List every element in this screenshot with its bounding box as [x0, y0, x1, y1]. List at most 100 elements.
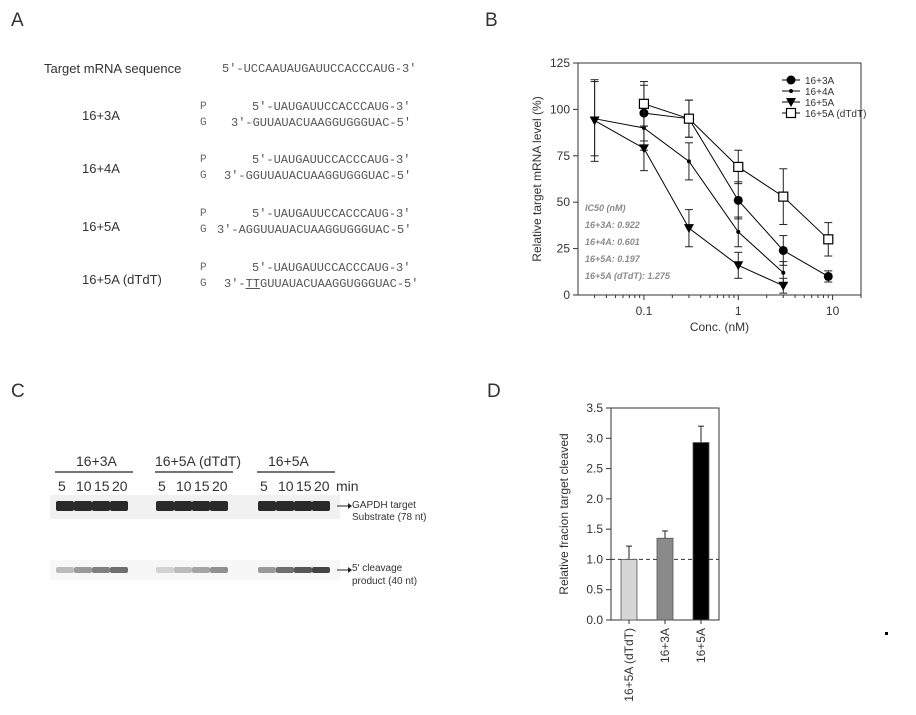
- gel-background: [50, 560, 340, 580]
- gel-group-label: 16+3A: [76, 453, 117, 469]
- data-point: [736, 229, 741, 234]
- product-band: [294, 567, 312, 573]
- y-tick-label: 125: [550, 56, 570, 70]
- x-tick-label: 16+5A: [694, 628, 708, 663]
- guide-sequence: 3′-GGUUAUACUAAGGUGGGUAC-5′: [224, 169, 412, 183]
- y-tick-label: 75: [557, 149, 571, 163]
- panel-b-letter: B: [485, 10, 498, 31]
- y-tick-label: 0: [563, 288, 570, 302]
- duplex-name: 16+3A: [82, 108, 120, 123]
- lane-time-label: 10: [176, 478, 192, 494]
- product-band: [312, 567, 330, 573]
- guide-strand-label: G: [200, 224, 207, 236]
- guide-sequence: 3′-GUUAUACUAAGGUGGGUAC-5′: [231, 116, 412, 130]
- y-tick-label: 3.0: [586, 431, 603, 445]
- product-band: [210, 567, 228, 573]
- data-point: [778, 281, 789, 291]
- ic50-annotation: IC50 (nM) 16+3A: 0.922 16+4A: 0.601 16+5…: [585, 200, 670, 285]
- x-tick-label: 0.1: [636, 304, 653, 318]
- guide-sequence: 3′-TTGUUAUACUAAGGUGGGUAC-5′: [224, 277, 418, 291]
- y-tick-label: 2.0: [586, 492, 603, 506]
- product-band: [174, 567, 192, 573]
- data-point: [638, 144, 649, 154]
- ic50-value: 16+5A (dTdT): 1.275: [585, 271, 670, 281]
- y-tick-label: 0.5: [586, 583, 603, 597]
- series-line: [643, 112, 829, 277]
- product-band: [156, 567, 174, 573]
- data-point: [823, 271, 833, 281]
- duplex-name: 16+5A (dTdT): [82, 272, 162, 287]
- gel-bands: [50, 495, 340, 580]
- data-point: [733, 195, 743, 205]
- passenger-sequence: 5′-UAUGAUUCCACCCAUG-3′: [252, 261, 411, 275]
- panel-a-letter: A: [11, 10, 24, 31]
- passenger-strand-label: P: [200, 101, 207, 113]
- dose-response-axes: 0 25 50 75 100 125 0.1 1 10 Conc. (nM) Relative ta…: [530, 56, 862, 334]
- data-point: [733, 261, 744, 271]
- x-axis-label: Conc. (nM): [690, 320, 749, 334]
- panel-c-letter: C: [11, 381, 25, 402]
- target-mrna-label: Target mRNA sequence: [44, 61, 182, 76]
- plot-frame: [610, 407, 720, 621]
- target-mrna-sequence: 5′-UCCAAUAUGAUUCCACCCAUG-3′: [222, 62, 417, 76]
- data-point: [683, 224, 694, 234]
- lane-time-label: 5: [158, 478, 166, 494]
- data-point: [589, 116, 600, 126]
- y-tick-label: 100: [550, 102, 570, 116]
- guide-sequence-rest: GUUAUACUAAGGUGGGUAC-5′: [260, 277, 419, 291]
- ic50-value: 16+5A: 0.197: [585, 254, 640, 264]
- substrate-label: Substrate (78 nt): [352, 512, 427, 523]
- y-tick-label: 2.5: [586, 462, 603, 476]
- lane-time-label: 15: [94, 478, 110, 494]
- y-tick-label: 50: [557, 195, 571, 209]
- substrate-band: [56, 501, 74, 511]
- passenger-strand-label: P: [200, 154, 207, 166]
- guide-strand-label: G: [200, 117, 207, 129]
- substrate-band: [174, 501, 192, 511]
- substrate-band: [92, 501, 110, 511]
- product-label: product (40 nt): [352, 576, 418, 587]
- data-point: [686, 159, 691, 164]
- ic50-title: IC50 (nM): [585, 203, 626, 213]
- data-point: [683, 113, 695, 124]
- lane-time-label: 5: [260, 478, 268, 494]
- passenger-strand-label: P: [200, 262, 207, 274]
- substrate-band: [192, 501, 210, 511]
- lane-time-label: 10: [76, 478, 92, 494]
- legend-marker: [786, 98, 796, 107]
- series-line: [643, 103, 829, 240]
- substrate-band: [312, 501, 330, 511]
- dtdt-overhang: TT: [245, 277, 261, 291]
- substrate-band: [210, 501, 228, 511]
- guide-strand-label: G: [200, 170, 207, 182]
- lane-time-label: 20: [112, 478, 128, 494]
- product-band: [74, 567, 92, 573]
- y-tick-label: 1.0: [586, 552, 603, 566]
- data-point: [781, 270, 786, 275]
- data-point: [684, 114, 694, 124]
- data-point: [641, 125, 646, 130]
- time-unit-label: min: [336, 478, 359, 494]
- legend-label: 16+4A: [805, 87, 835, 98]
- ic50-value: 16+4A: 0.601: [585, 237, 640, 247]
- stray-dot: [885, 632, 888, 635]
- lane-time-label: 15: [296, 478, 312, 494]
- x-tick-label: 16+5A (dTdT): [622, 628, 636, 702]
- passenger-sequence: 5′-UAUGAUUCCACCCAUG-3′: [252, 153, 411, 167]
- y-tick-label: 1.5: [586, 522, 603, 536]
- lane-time-label: 5: [58, 478, 66, 494]
- bar: [656, 537, 674, 621]
- product-band: [92, 567, 110, 573]
- panel-d-letter: D: [487, 381, 501, 402]
- x-tick-label: 16+3A: [658, 628, 672, 663]
- substrate-band: [110, 501, 128, 511]
- data-point: [733, 161, 744, 173]
- substrate-band: [156, 501, 174, 511]
- product-label: 5′ cleavage: [352, 563, 403, 574]
- y-tick-label: 25: [557, 242, 571, 256]
- product-band: [258, 567, 276, 573]
- product-band: [110, 567, 128, 573]
